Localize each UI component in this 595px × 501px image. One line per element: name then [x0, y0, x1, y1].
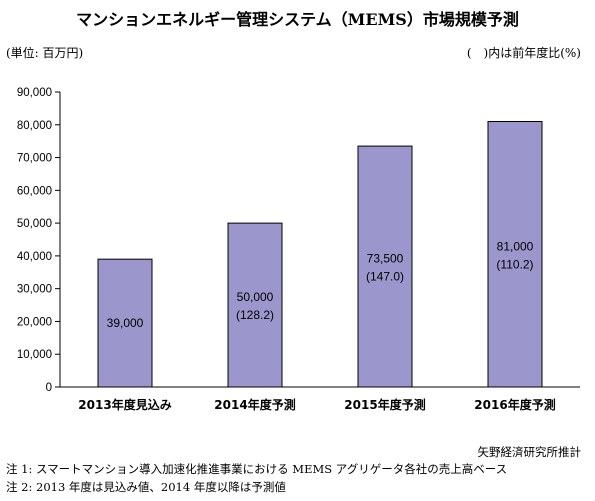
data-label: 39,000	[107, 316, 144, 330]
y-tick-label: 20,000	[17, 316, 52, 328]
bar	[487, 121, 543, 388]
data-label: 50,000	[237, 290, 274, 304]
yoy-label: (128.2)	[236, 308, 274, 322]
y-tick-label: 80,000	[17, 120, 52, 132]
y-tick-label: 40,000	[17, 251, 52, 263]
yoy-label: (110.2)	[496, 257, 533, 271]
x-tick-label: 2013年度見込み	[78, 397, 171, 412]
unit-label: (単位: 百万円)	[6, 46, 84, 60]
data-label: 81,000	[497, 239, 534, 253]
bar	[227, 222, 283, 388]
x-tick-label: 2016年度予測	[474, 397, 555, 412]
y-tick-label: 70,000	[17, 153, 52, 165]
y-tick-label: 0	[46, 382, 52, 394]
data-label: 73,500	[367, 252, 404, 266]
x-tick-label: 2014年度予測	[214, 397, 295, 412]
y-tick-label: 10,000	[17, 349, 52, 361]
footnote-2: 注 2: 2013 年度は見込み値、2014 年度以降は予測値	[6, 480, 286, 494]
y-tick-label: 30,000	[17, 284, 52, 296]
footnote-1: 注 1: スマートマンション導入加速化推進事業における MEMS アグリゲータ各…	[6, 462, 508, 476]
yoy-label: (147.0)	[366, 270, 404, 284]
y-tick-label: 50,000	[17, 218, 52, 230]
x-tick-label: 2015年度予測	[344, 397, 425, 412]
bar	[97, 258, 153, 388]
chart-title: マンションエネルギー管理システム（MEMS）市場規模予測	[76, 10, 519, 29]
y-tick-label: 60,000	[17, 185, 52, 197]
y-tick-label: 90,000	[17, 87, 52, 99]
bar-chart: 0 10,000 20,000 30,000 40,000 50,000 60,000 70,…	[17, 87, 580, 412]
bar	[357, 145, 413, 388]
ratio-note: ( )内は前年度比(%)	[466, 46, 581, 60]
source-label: 矢野経済研究所推計	[477, 445, 582, 459]
